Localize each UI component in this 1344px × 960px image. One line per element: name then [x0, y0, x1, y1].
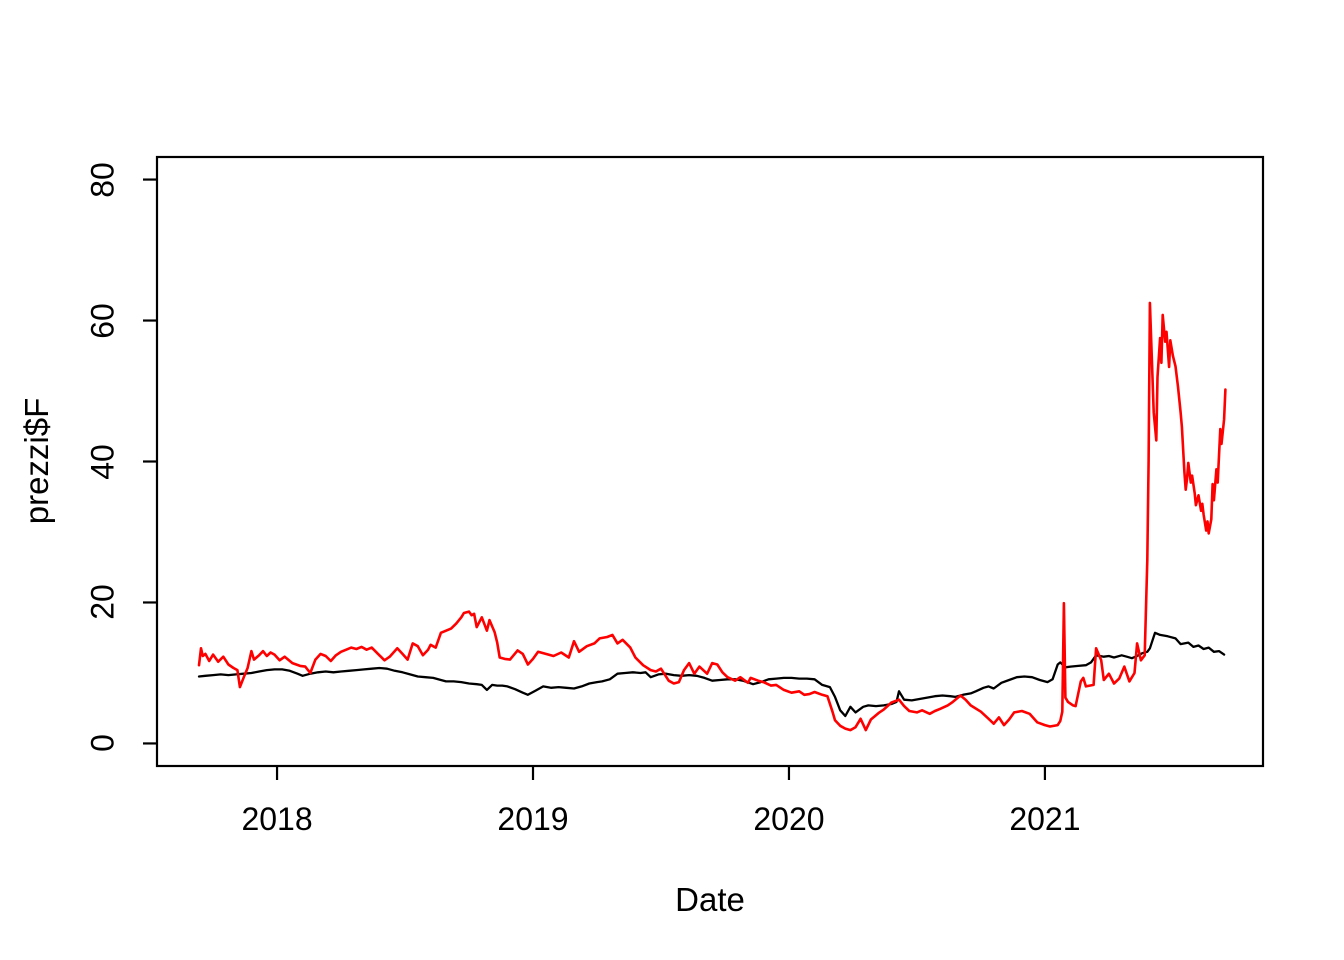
y-tick-label: 80	[84, 161, 121, 198]
x-tick-label: 2019	[497, 801, 569, 837]
y-axis-ticks	[143, 178, 157, 745]
x-axis-ticks	[275, 766, 1047, 780]
x-tick-label: 2020	[753, 801, 825, 837]
y-tick-label: 20	[84, 584, 121, 621]
y-tick-label: 40	[84, 443, 121, 480]
x-axis-title: Date	[675, 881, 745, 918]
series-lines	[197, 301, 1227, 732]
x-tick-label: 2021	[1009, 801, 1081, 837]
y-tick-label: 60	[84, 302, 121, 339]
y-tick-label: 0	[84, 734, 121, 753]
plot-box	[155, 155, 1265, 768]
series-red-line	[197, 301, 1227, 732]
x-tick-label: 2018	[241, 801, 313, 837]
y-axis-title: prezzi$F	[18, 397, 55, 525]
